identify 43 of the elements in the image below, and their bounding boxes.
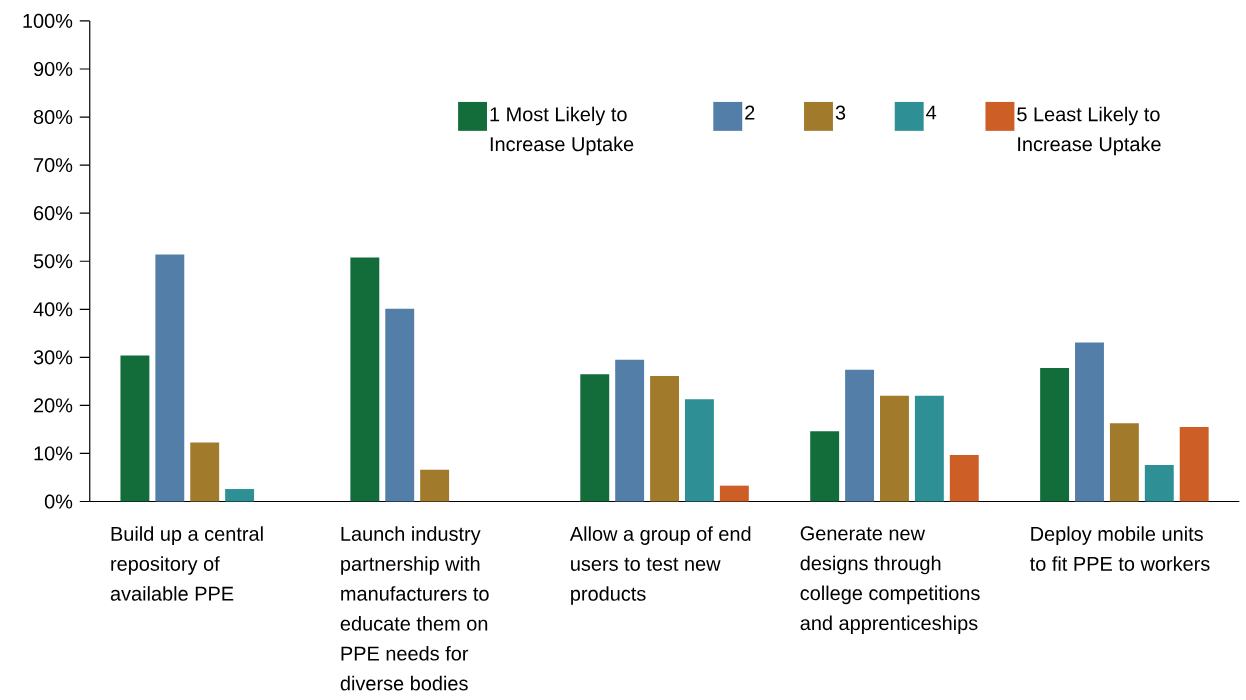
y-tick-label: 40%	[33, 302, 73, 317]
legend-label: 1 Most Likely to Increase Uptake	[490, 106, 634, 156]
legend-label: 3	[835, 105, 846, 120]
legend-label: 2	[745, 105, 755, 120]
bar	[845, 369, 875, 502]
y-tick-label: 60%	[34, 206, 73, 221]
y-tick-label: 90%	[33, 61, 73, 77]
bar	[350, 257, 380, 502]
x-tick-label: Generate new designs through college competitions and apprenticeships	[800, 526, 980, 635]
bar	[1109, 423, 1139, 502]
bar	[385, 308, 415, 502]
y-tick-label: 0%	[44, 494, 73, 509]
bar	[650, 376, 680, 502]
y-tick-label: 10%	[34, 446, 73, 461]
bar	[120, 355, 150, 502]
y-tick-label: 20%	[34, 398, 73, 413]
bar	[420, 469, 450, 502]
bar	[190, 442, 220, 502]
bar	[810, 431, 840, 502]
x-tick-label: Launch industry partnership with manufacturers to educate them on PPE needs for diverse bodies	[340, 526, 489, 691]
y-tick-label: 70%	[34, 158, 73, 173]
legend-label: 4	[926, 105, 937, 120]
bar	[880, 395, 909, 502]
y-tick-label: 30%	[33, 350, 73, 365]
bar	[1144, 465, 1174, 502]
bar	[1040, 367, 1070, 502]
bar	[615, 359, 645, 502]
legend-label: 5 Least Likely to Increase Uptake	[1017, 106, 1161, 156]
bar	[1179, 427, 1209, 502]
x-tick-label: Build up a central repository of available PPE	[110, 526, 263, 601]
bar	[684, 399, 714, 502]
y-tick-label: 80%	[33, 110, 73, 125]
y-tick-label: 100%	[23, 13, 73, 29]
bar	[580, 374, 610, 502]
bar	[1075, 342, 1104, 502]
bar	[949, 454, 979, 502]
bar	[155, 254, 185, 502]
bar	[914, 395, 944, 502]
bar	[719, 485, 749, 502]
x-tick-label: Allow a group of end users to test new products	[569, 526, 751, 605]
bar	[225, 489, 255, 502]
y-tick-label: 50%	[33, 254, 73, 269]
x-tick-label: Deploy mobile units to fit PPE to workers	[1029, 526, 1210, 571]
